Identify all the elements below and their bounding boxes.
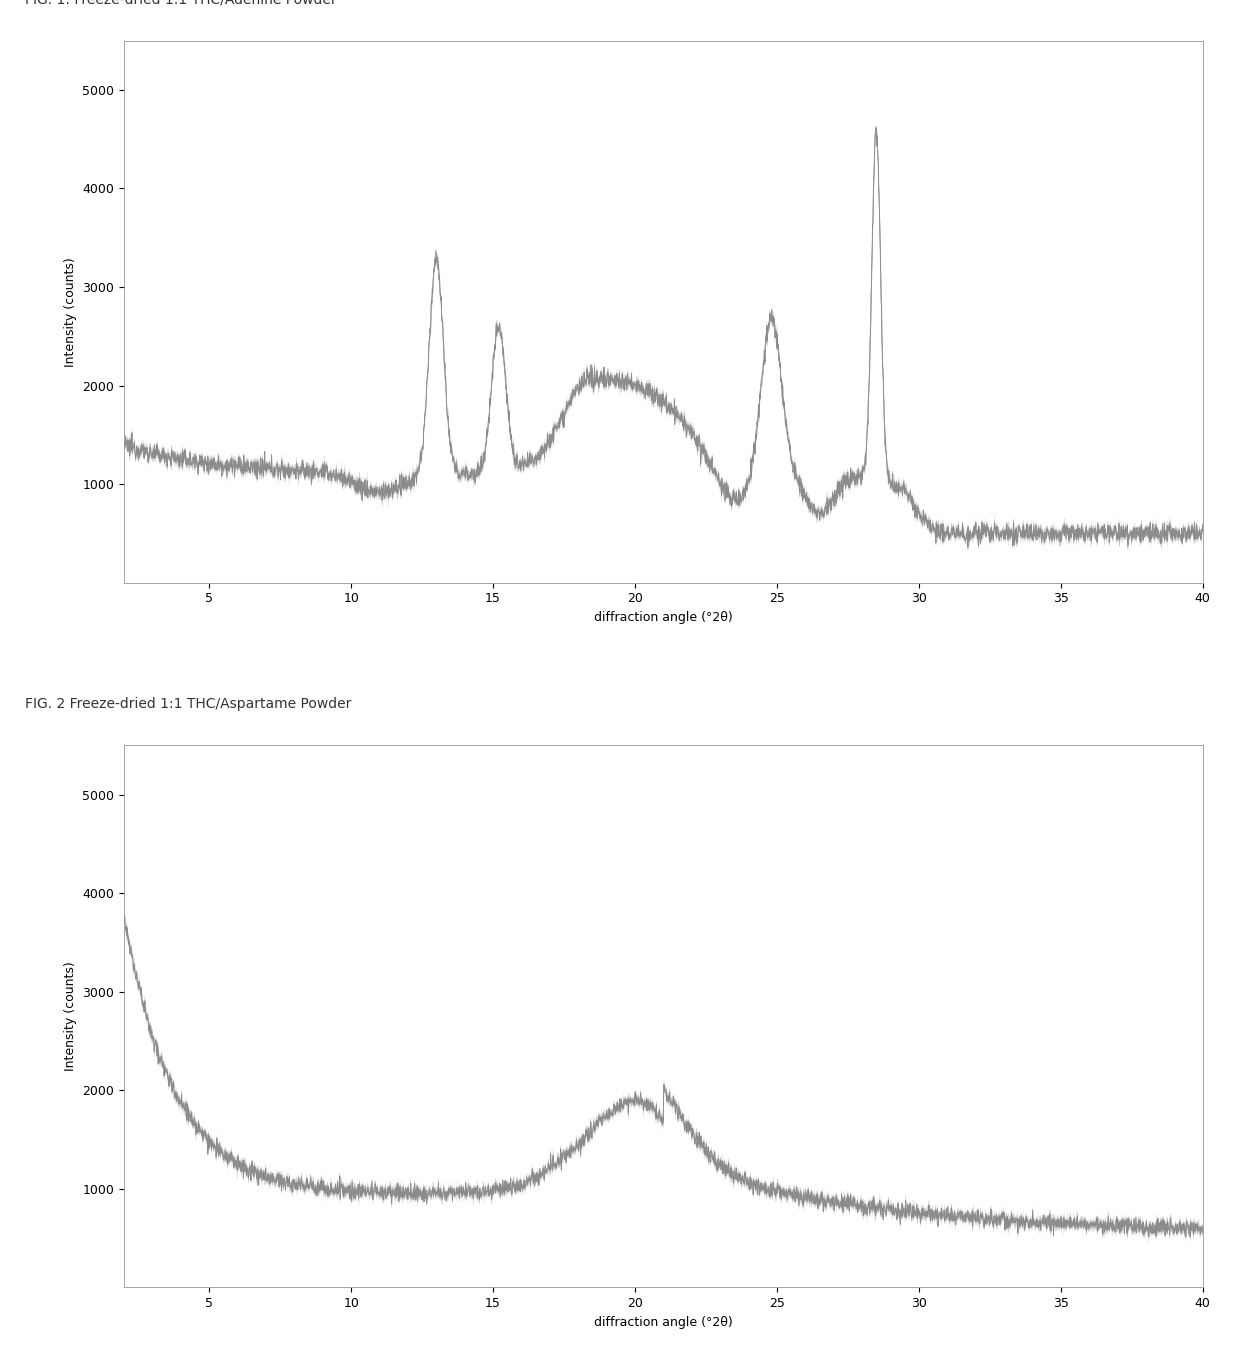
X-axis label: diffraction angle (°2θ): diffraction angle (°2θ): [594, 611, 733, 623]
Text: FIG. 1: Freeze-dried 1:1 THC/Adenine Powder: FIG. 1: Freeze-dried 1:1 THC/Adenine Pow…: [25, 0, 336, 7]
Y-axis label: Intensity (counts): Intensity (counts): [63, 962, 77, 1070]
X-axis label: diffraction angle (°2θ): diffraction angle (°2θ): [594, 1316, 733, 1328]
Text: FIG. 2 Freeze-dried 1:1 THC/Aspartame Powder: FIG. 2 Freeze-dried 1:1 THC/Aspartame Po…: [25, 698, 351, 711]
Y-axis label: Intensity (counts): Intensity (counts): [63, 257, 77, 366]
